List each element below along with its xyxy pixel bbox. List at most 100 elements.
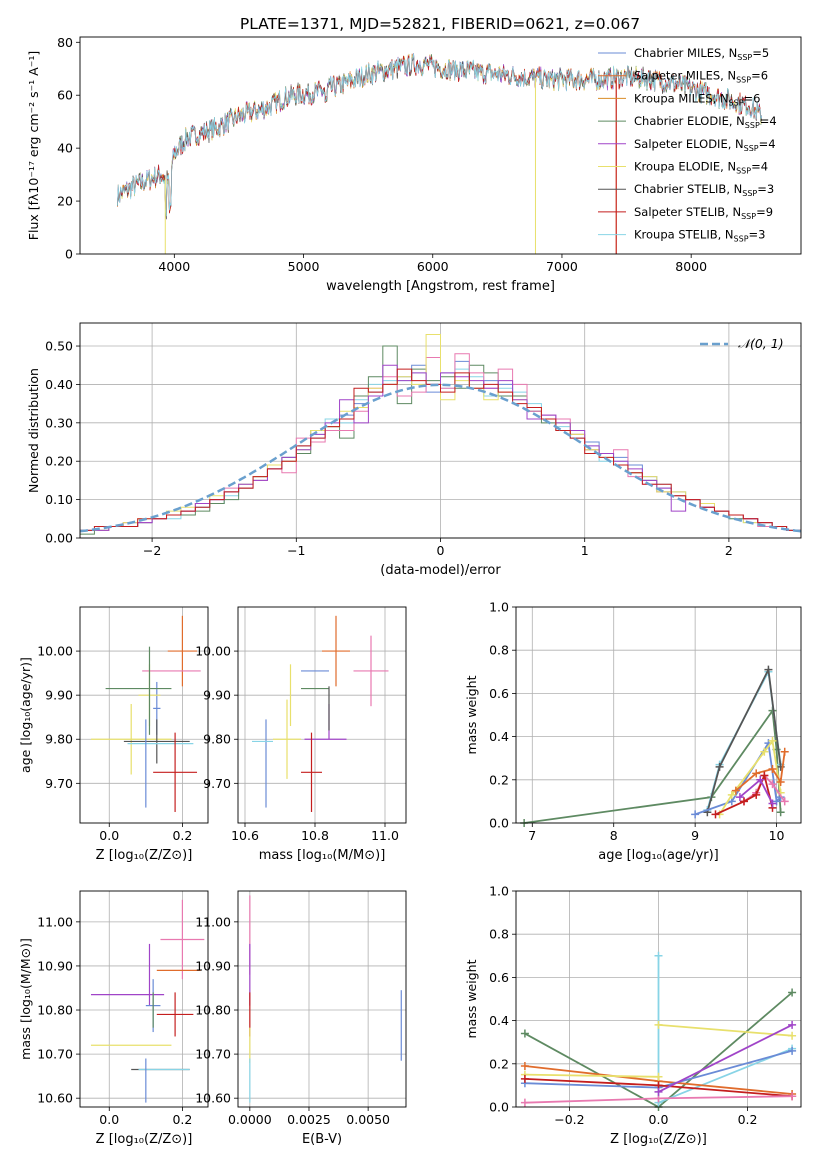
spectrum-y-tick-label: 0 <box>65 247 73 262</box>
mass_weight_vs_Z-marker <box>520 1098 529 1107</box>
mass_weight_vs_age-marker <box>752 769 761 778</box>
mass_weight_vs_age-marker <box>780 747 789 756</box>
spectrum-legend-label: Chabrier STELIB, NSSP=3 <box>634 182 774 198</box>
age_vs_mass-y-tick-label: 9.90 <box>203 688 231 703</box>
mass_weight_vs_Z-marker <box>654 1087 663 1096</box>
mass_vs_EBV-y-tick-label: 10.70 <box>195 1047 231 1062</box>
mass_vs_Z-x-tick-label: 0.2 <box>172 1112 192 1127</box>
mass_weight_vs_Z-frame: Z [log₁₀(Z/Z⊙)] mass weight <box>464 890 802 1147</box>
spectrum-legend-label: Kroupa ELODIE, NSSP=4 <box>634 160 768 176</box>
mass_weight_vs_age-marker <box>752 790 761 799</box>
mass_vs_Z-ylabel: mass [log₁₀(M/M⊙)] <box>18 938 33 1060</box>
mass_weight_vs_age-marker <box>768 799 777 808</box>
age_vs_Z-x-tick-label: 0.0 <box>99 828 119 843</box>
mass_vs_EBV-frame: E(B-V) <box>237 890 407 1147</box>
residuals-ylabel: Normed distribution <box>26 368 41 493</box>
mass_vs_Z-y-tick-label: 11.00 <box>37 914 73 929</box>
mass_weight_vs_Z-line <box>658 1024 793 1037</box>
spectrum-series-line <box>117 53 763 217</box>
age_vs_Z-y-tick-label: 9.70 <box>45 776 73 791</box>
residuals-x-tick-label: 0 <box>437 543 445 558</box>
age_vs_Z-y-tick-label: 9.90 <box>45 688 73 703</box>
age_vs_Z-x-tick-label: 0.2 <box>172 828 192 843</box>
mass_weight_vs_Z-ylabel: mass weight <box>464 959 479 1038</box>
age_vs_mass-x-tick-label: 10.8 <box>301 828 329 843</box>
residuals-y-tick-label: 0.20 <box>45 454 73 469</box>
mass_weight_vs_age-marker <box>756 775 765 784</box>
age_vs_mass-x-tick-label: 10.6 <box>231 828 259 843</box>
mass_weight_vs_Z-marker <box>788 1020 797 1029</box>
mass_weight_vs_age-x-tick-label: 9 <box>691 828 699 843</box>
mass_weight_vs_age-marker <box>768 780 777 789</box>
age_vs_Z-border <box>79 606 209 824</box>
mass_weight_vs_age-marker <box>776 808 785 817</box>
mass_weight_vs_Z-y-tick-label: 0.0 <box>489 1100 509 1115</box>
mass_weight_vs_age-y-tick-label: 0.0 <box>489 816 509 831</box>
mass_vs_Z-y-tick-label: 10.90 <box>37 958 73 973</box>
mass_weight_vs_Z-marker <box>654 951 663 960</box>
spectrum-axes: 4000 5000 6000 7000 8000 0 20 40 60 80 <box>57 35 707 274</box>
spectrum-x-tick-label: 8000 <box>675 259 707 274</box>
mass_weight_vs_age-marker <box>735 793 744 802</box>
residuals-legend-label: 𝒩(0, 1) <box>738 336 784 351</box>
mass_weight_vs_age-y-tick-label: 0.8 <box>489 643 509 658</box>
mass_weight_vs_age-marker <box>715 762 724 771</box>
mass_weight_vs_age-xlabel: age [log₁₀(age/yr)] <box>598 848 719 863</box>
mass_weight_vs_age-line <box>706 666 782 813</box>
residuals-y-tick-label: 0.30 <box>45 415 73 430</box>
mass_weight_vs_age-marker <box>776 777 785 786</box>
residuals-y-tick-label: 0.40 <box>45 377 73 392</box>
mass_weight_vs_Z-y-tick-label: 1.0 <box>489 884 509 899</box>
residuals-legend: 𝒩(0, 1) <box>700 336 784 351</box>
age_vs_mass-point <box>301 732 322 812</box>
mass_weight_vs_Z-marker <box>520 1029 529 1038</box>
mass_weight_vs_Z-border <box>515 890 802 1108</box>
figure-title: PLATE=1371, MJD=52821, FIBERID=0621, z=0… <box>240 15 640 33</box>
mass_vs_EBV-y-tick-label: 10.90 <box>195 958 231 973</box>
mass_weight_vs_Z-marker <box>654 1072 663 1081</box>
age_vs_mass-point <box>273 699 301 779</box>
age_vs_Z-point <box>167 615 198 687</box>
mass_vs_EBV-y-tick-label: 10.80 <box>195 1003 231 1018</box>
residuals-normal-curve <box>80 383 801 533</box>
mass_weight_vs_age-marker <box>768 736 777 745</box>
age_vs_Z-point <box>153 732 198 812</box>
mass_weight_vs_age-y-tick-label: 0.6 <box>489 686 509 701</box>
spectrum-legend-label: Chabrier MILES, NSSP=5 <box>634 46 769 62</box>
mass_weight_vs_Z-x-tick-label: 0.2 <box>738 1112 758 1127</box>
spectrum-xlabel: wavelength [Angstrom, rest frame] <box>326 279 555 294</box>
residuals-x-tick-label: −1 <box>287 543 305 558</box>
spectrum-legend-label: Kroupa STELIB, NSSP=3 <box>634 228 765 244</box>
spectrum-legend: Chabrier MILES, NSSP=5 Salpeter MILES, NS… <box>598 46 777 244</box>
mass_weight_vs_age-series <box>711 771 777 819</box>
mass_weight_vs_Z-line <box>524 1073 659 1078</box>
mass_weight_vs_age-marker <box>772 797 781 806</box>
mass_weight_vs_Z-series <box>654 1020 797 1040</box>
age_vs_mass-point <box>353 635 389 707</box>
residuals-x-tick-label: 2 <box>725 543 733 558</box>
mass_weight_vs_age-x-tick-label: 10 <box>769 828 785 843</box>
mass_vs_Z-frame: Z [log₁₀(Z/Z⊙)] mass [log₁₀(M/M⊙)] <box>18 890 209 1147</box>
mass_weight_vs_age-series <box>735 775 777 808</box>
mass_weight_vs_age-marker <box>740 797 748 806</box>
mass_vs_Z-axes: 0.0 0.2 10.60 10.70 10.80 10.90 11.00 <box>37 891 208 1127</box>
mass_weight_vs_age-y-tick-label: 0.2 <box>489 772 509 787</box>
spectrum-y-tick-label: 40 <box>57 141 73 156</box>
mass_weight_vs_age-marker <box>711 810 720 819</box>
spectrum-border <box>79 36 802 255</box>
mass_weight_vs_Z-x-tick-label: 0.0 <box>649 1112 669 1127</box>
age_vs_mass-y-tick-label: 9.70 <box>203 776 231 791</box>
spectrum-legend-label: Kroupa MILES, NSSP=6 <box>634 91 760 107</box>
age_vs_Z-y-tick-label: 9.80 <box>45 732 73 747</box>
mass_weight_vs_Z-marker <box>520 1074 529 1083</box>
spectrum-x-tick-label: 5000 <box>288 259 320 274</box>
spectrum-x-tick-label: 7000 <box>546 259 578 274</box>
mass_weight_vs_Z-x-tick-label: −0.2 <box>554 1112 584 1127</box>
mass_weight_vs_Z-marker <box>788 988 797 997</box>
mass_weight_vs_age-x-tick-label: 8 <box>610 828 618 843</box>
residuals-x-tick-label: 1 <box>581 543 589 558</box>
mass_vs_EBV-xlabel: E(B-V) <box>302 1132 342 1147</box>
residuals-y-tick-label: 0.00 <box>45 531 73 546</box>
age_vs_Z-frame: Z [log₁₀(Z/Z⊙)] age [log₁₀(age/yr)] <box>18 606 209 863</box>
mass_weight_vs_Z-y-tick-label: 0.8 <box>489 927 509 942</box>
